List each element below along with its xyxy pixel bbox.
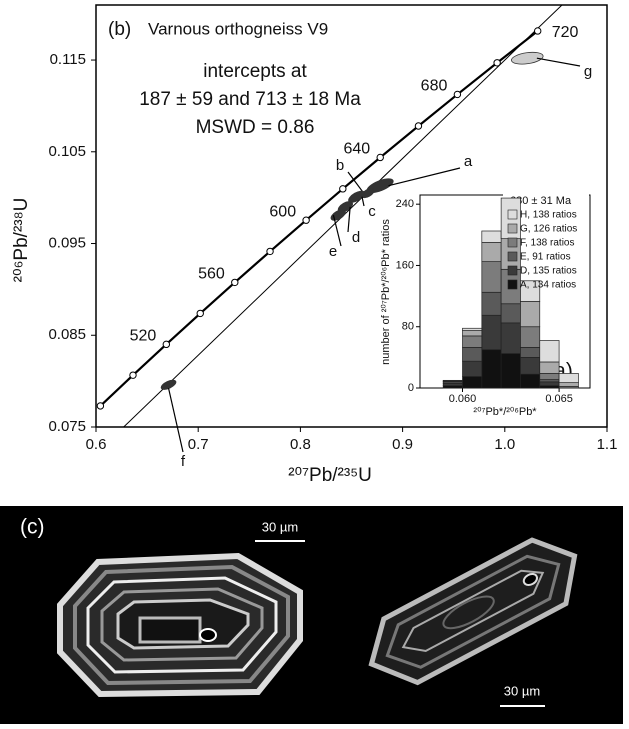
histogram-segment [501, 304, 520, 323]
legend-label: A, 134 ratios [520, 280, 576, 291]
x-tick-label: 0.7 [188, 436, 209, 453]
figure: (b) Varnous orthogneiss V9 intercepts at… [0, 0, 629, 724]
legend-swatch [508, 280, 517, 289]
histogram-segment [482, 292, 501, 315]
concordia-age-marker [535, 28, 541, 34]
histogram-segment [540, 373, 559, 379]
concordia-age-marker [130, 372, 136, 378]
legend-label: F, 138 ratios [520, 238, 574, 249]
zircon-left [60, 556, 300, 694]
x-tick-label: 0.6 [86, 436, 107, 453]
age-label: 560 [198, 266, 225, 283]
concordia-age-marker [415, 123, 421, 129]
x-tick-label: 1.1 [597, 436, 618, 453]
concordia-age-marker [97, 403, 103, 409]
histogram-segment [520, 301, 539, 326]
x-tick-label: 0.9 [392, 436, 413, 453]
histogram-segment [520, 327, 539, 348]
concordia-age-marker [163, 341, 169, 347]
concordia-age-marker [303, 217, 309, 223]
analysis-label: e [329, 243, 337, 260]
annotation: 187 ± 59 and 713 ± 18 Ma [139, 89, 361, 110]
histogram-segment [463, 361, 482, 376]
annotation: intercepts at [203, 61, 307, 82]
histogram-segment [559, 373, 578, 382]
histogram-segment [443, 380, 462, 381]
x-tick-label: 1.0 [494, 436, 515, 453]
histogram-segment [463, 328, 482, 330]
histogram-segment [559, 383, 578, 387]
legend-swatch [508, 210, 517, 219]
histogram-segment [501, 354, 520, 388]
y-tick-label: 0.085 [48, 326, 86, 343]
age-label: 640 [344, 141, 371, 158]
y-tick-label: 160 [396, 259, 414, 271]
concordia-age-marker [377, 154, 383, 160]
annotation: MSWD = 0.86 [196, 117, 315, 138]
panel-label: (b) [108, 19, 131, 40]
x-axis-label: ²⁰⁷Pb*/²⁰⁶Pb* [473, 406, 537, 418]
scale-bar-label: 30 µm [504, 683, 540, 698]
concordia-age-marker [494, 60, 500, 66]
age-label: 520 [130, 328, 157, 345]
histogram-segment [482, 350, 501, 388]
concordia-age-marker [197, 310, 203, 316]
histogram-segment [540, 382, 559, 386]
age-label: 720 [552, 24, 579, 41]
analysis-label: g [584, 63, 592, 80]
analysis-label: f [181, 453, 186, 470]
histogram-segment [463, 347, 482, 361]
histogram-segment [501, 323, 520, 354]
legend-swatch [508, 266, 517, 275]
histogram-segment [540, 362, 559, 373]
histogram-segment [482, 315, 501, 349]
x-axis-label: ²⁰⁷Pb/²³⁵U [288, 465, 372, 486]
histogram-segment [482, 242, 501, 261]
legend-label: D, 135 ratios [520, 266, 577, 277]
legend-swatch [508, 238, 517, 247]
x-tick-label: 0.065 [545, 393, 573, 405]
legend-label: E, 91 ratios [520, 252, 571, 263]
histogram-segment [482, 262, 501, 293]
concordia-age-marker [232, 279, 238, 285]
chart-title: Varnous orthogneiss V9 [148, 19, 328, 38]
histogram-segment [520, 374, 539, 388]
histogram-segment [520, 357, 539, 374]
analysis-label: d [352, 229, 360, 246]
concordia-age-marker [340, 186, 346, 192]
histogram-segment [463, 336, 482, 347]
y-tick-label: 0.115 [50, 51, 86, 68]
legend-label: H, 138 ratios [520, 210, 577, 221]
concordia-age-marker [454, 91, 460, 97]
y-tick-label: 0.075 [48, 418, 86, 435]
histogram-segment [463, 331, 482, 336]
histogram-segment [463, 377, 482, 388]
histogram-segment [540, 341, 559, 362]
concordia-age-marker [267, 248, 273, 254]
legend-label: G, 126 ratios [520, 224, 577, 235]
y-tick-label: 240 [396, 198, 414, 210]
panel-label: (c) [20, 516, 45, 539]
analysis-label: b [336, 157, 344, 174]
y-tick-label: 0 [408, 382, 414, 394]
x-tick-label: 0.060 [449, 393, 477, 405]
y-tick-label: 0.105 [48, 143, 86, 160]
y-axis-label: number of ²⁰⁷Pb*/²⁰⁶Pb* ratios [380, 219, 392, 365]
age-label: 680 [421, 78, 448, 95]
y-axis-label: ²⁰⁶Pb/²³⁸U [11, 198, 32, 283]
analysis-label: c [368, 203, 376, 220]
histogram-segment [482, 231, 501, 242]
scale-bar-label: 30 µm [262, 519, 298, 534]
x-tick-label: 0.8 [290, 436, 311, 453]
analysis-label: a [464, 153, 473, 170]
legend-swatch [508, 252, 517, 261]
y-tick-label: 0.095 [48, 234, 86, 251]
age-label: 600 [269, 203, 296, 220]
histogram-segment [520, 347, 539, 357]
legend-swatch [508, 224, 517, 233]
y-tick-label: 80 [402, 321, 414, 333]
